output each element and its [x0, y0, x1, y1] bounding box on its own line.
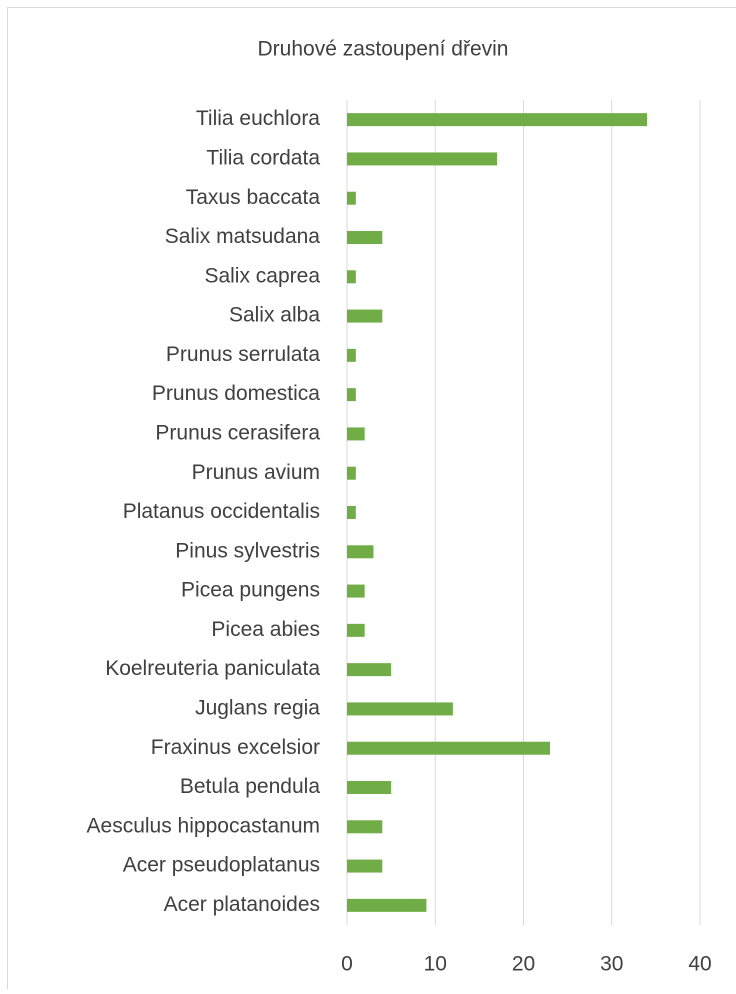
- y-tick-label: Juglans regia: [195, 696, 320, 719]
- bar: [347, 467, 356, 480]
- y-tick-label: Pinus sylvestris: [175, 539, 320, 562]
- y-tick-label: Picea pungens: [181, 579, 320, 602]
- bar: [347, 192, 356, 205]
- x-tick-label: 0: [341, 953, 353, 976]
- y-tick-label: Salix alba: [229, 304, 320, 327]
- y-tick-label: Picea abies: [211, 618, 320, 641]
- y-tick-label: Tilia euchlora: [196, 107, 320, 130]
- y-tick-label: Prunus domestica: [152, 382, 320, 405]
- x-tick-label: 20: [512, 953, 535, 976]
- bar: [347, 860, 382, 873]
- y-tick-label: Platanus occidentalis: [123, 500, 320, 523]
- x-tick-label: 10: [424, 953, 447, 976]
- bar: [347, 270, 356, 283]
- bar: [347, 624, 365, 637]
- y-tick-label: Betula pendula: [180, 775, 320, 798]
- y-tick-label: Salix matsudana: [165, 225, 321, 248]
- chart-title: Druhové zastoupení dřevin: [258, 38, 509, 61]
- x-tick-label: 30: [600, 953, 623, 976]
- y-tick-label: Prunus avium: [192, 461, 320, 484]
- bar: [347, 388, 356, 401]
- bar: [347, 781, 391, 794]
- bar: [347, 899, 426, 912]
- bar: [347, 152, 497, 165]
- y-tick-label: Prunus serrulata: [166, 343, 320, 366]
- bar: [347, 349, 356, 362]
- bar: [347, 742, 550, 755]
- x-tick-label: 40: [688, 953, 711, 976]
- y-tick-label: Koelreuteria paniculata: [105, 657, 320, 680]
- bar: [347, 427, 365, 440]
- y-tick-label: Tilia cordata: [206, 146, 320, 169]
- y-tick-label: Acer pseudoplatanus: [123, 854, 320, 877]
- bar: [347, 702, 453, 715]
- y-tick-label: Acer platanoides: [164, 893, 320, 916]
- bar: [347, 231, 382, 244]
- bar: [347, 545, 373, 558]
- y-tick-label: Prunus cerasifera: [155, 421, 320, 444]
- y-tick-label: Fraxinus excelsior: [151, 736, 320, 759]
- bar: [347, 585, 365, 598]
- bar: [347, 310, 382, 323]
- bar: [347, 506, 356, 519]
- bar: [347, 820, 382, 833]
- y-tick-label: Taxus baccata: [186, 186, 321, 209]
- y-tick-label: Salix caprea: [204, 264, 320, 287]
- bar: [347, 113, 647, 126]
- y-tick-label: Aesculus hippocastanum: [87, 814, 320, 837]
- bar: [347, 663, 391, 676]
